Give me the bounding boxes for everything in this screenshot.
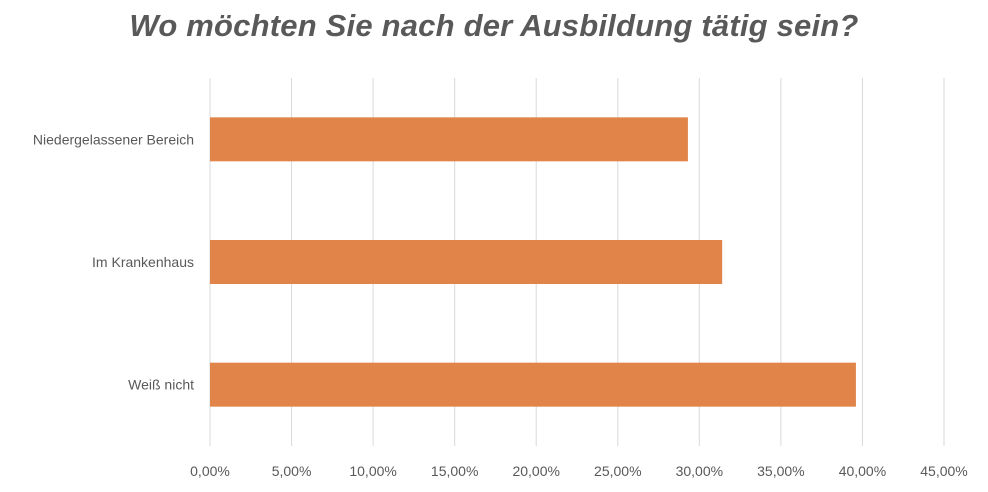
x-tick-label: 0,00% <box>190 463 230 479</box>
category-label: Im Krankenhaus <box>92 254 194 270</box>
x-axis-tick-labels: 0,00% 5,00% 10,00% 15,00% 20,00% 25,00% 30,00%… <box>190 463 968 479</box>
x-tick-label: 15,00% <box>431 463 478 479</box>
x-tick-label: 30,00% <box>676 463 723 479</box>
x-tick-label: 10,00% <box>349 463 396 479</box>
x-tick-label: 40,00% <box>839 463 886 479</box>
x-tick-label: 35,00% <box>757 463 804 479</box>
x-tick-label: 45,00% <box>920 463 967 479</box>
category-labels: Niedergelassener Bereich Im Krankenhaus We… <box>33 131 194 392</box>
bar <box>210 362 856 407</box>
x-tick-label: 5,00% <box>272 463 312 479</box>
bar <box>210 117 688 162</box>
x-tick-label: 20,00% <box>512 463 559 479</box>
bars <box>210 117 856 407</box>
x-tick-label: 25,00% <box>594 463 641 479</box>
bar <box>210 240 723 284</box>
category-label: Weiß nicht <box>128 377 194 393</box>
chart-title: Wo möchten Sie nach der Ausbildung tätig… <box>129 8 859 43</box>
category-label: Niedergelassener Bereich <box>33 131 194 147</box>
